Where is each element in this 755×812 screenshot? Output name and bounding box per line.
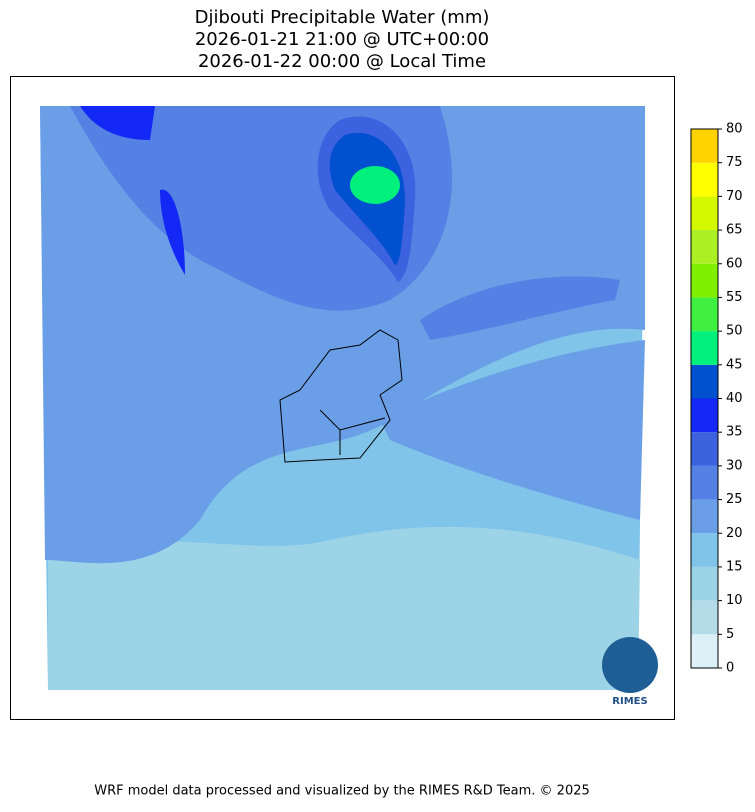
colorbar-segment: [691, 533, 718, 567]
colorbar-tick-label: 5: [726, 627, 734, 642]
colorbar-segment: [691, 499, 718, 534]
colorbar-tick-label: 55: [726, 290, 743, 305]
field: [350, 166, 400, 204]
colorbar: 0 5 10 15 20 25 30 35 40 45 50 55 60 65 70 75 80: [690, 122, 743, 676]
colorbar-tick-label: 70: [726, 189, 743, 204]
colorbar-tick-label: 20: [726, 526, 743, 541]
colorbar-segment: [691, 263, 718, 298]
colorbar-tick-label: 15: [726, 559, 743, 574]
colorbar-segment: [691, 230, 718, 264]
colorbar-segment: [691, 465, 718, 500]
colorbar-segment: [691, 196, 718, 231]
colorbar-segment: [691, 398, 718, 433]
colorbar-tick-label: 40: [726, 391, 743, 406]
field: [80, 106, 155, 140]
logo-emblem: [602, 637, 658, 693]
title-line: 2026-01-21 21:00 @ UTC+00:00: [195, 29, 489, 50]
field: [160, 189, 185, 275]
colorbar-segment: [691, 331, 718, 365]
colorbar-tick-label: 30: [726, 458, 743, 473]
map: [40, 106, 645, 690]
colorbar-segment: [691, 634, 718, 668]
logo-text: RIMES: [612, 696, 647, 707]
colorbar-tick-label: 25: [726, 492, 743, 507]
colorbar-segment: [691, 162, 718, 197]
country-border: [279, 329, 403, 463]
colorbar-segment: [691, 566, 718, 601]
colorbar-segment: [691, 129, 718, 163]
colorbar-tick-label: 80: [726, 122, 743, 137]
logo: RIMES: [602, 637, 658, 707]
field: [420, 276, 620, 340]
colorbar-tick-label: 35: [726, 425, 743, 440]
colorbar-tick-label: 10: [726, 593, 743, 608]
title-line: 2026-01-22 00:00 @ Local Time: [198, 51, 486, 72]
colorbar-segment: [691, 600, 718, 635]
colorbar-tick-label: 65: [726, 223, 743, 238]
colorbar-tick-label: 60: [726, 256, 743, 271]
footer: WRF model data processed and visualized …: [94, 784, 590, 799]
colorbar-tick-label: 45: [726, 357, 743, 372]
field: [380, 340, 645, 520]
colorbar-segment: [691, 432, 718, 466]
colorbar-tick-label: 75: [726, 155, 743, 170]
colorbar-tick-label: 0: [726, 661, 734, 676]
title-line: Djibouti Precipitable Water (mm): [195, 7, 490, 28]
colorbar-segment: [691, 297, 718, 332]
colorbar-tick-label: 50: [726, 324, 743, 339]
field: [48, 526, 640, 690]
colorbar-segment: [691, 364, 718, 399]
